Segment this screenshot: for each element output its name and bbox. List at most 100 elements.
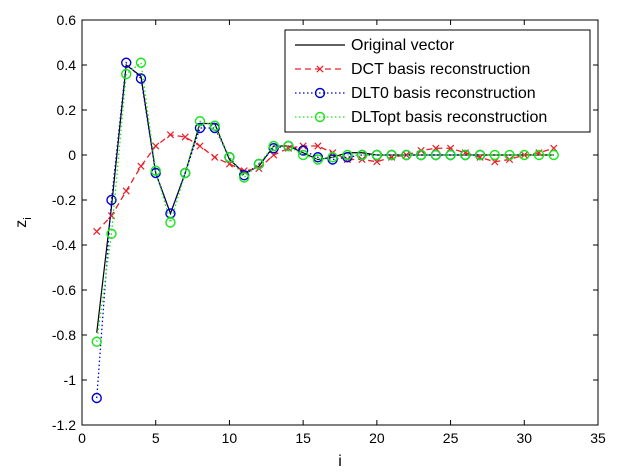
data-point — [224, 152, 235, 163]
data-point — [238, 172, 250, 183]
data-point — [415, 149, 427, 161]
x-axis-label: i — [338, 453, 342, 468]
legend-label: DLT0 basis reconstruction — [351, 85, 536, 102]
data-point — [165, 217, 176, 228]
data-point — [121, 57, 132, 68]
data-point — [268, 140, 279, 152]
x-tick-label: 15 — [295, 430, 311, 446]
data-point — [211, 153, 219, 161]
y-tick-label: 0 — [68, 147, 76, 163]
data-point — [150, 165, 161, 176]
legend-label: Original vector — [351, 37, 455, 54]
series-layer — [91, 57, 559, 404]
y-axis-label: zi — [13, 217, 34, 227]
y-tick-label: -0.6 — [52, 282, 76, 298]
data-point — [152, 142, 160, 150]
data-point-stroke-b — [211, 153, 219, 161]
ticks-layer: 0 5 10 15 20 25 30 35 -1.2 -1 -0.8 -0.6 -0.4 -0.2 0 0.2… — [52, 12, 606, 446]
data-point — [91, 392, 102, 404]
legend-label: DLTopt basis reconstruction — [351, 109, 547, 126]
data-point — [135, 73, 147, 84]
data-point — [314, 142, 322, 150]
x-tick-label: 20 — [369, 430, 385, 446]
data-point — [533, 149, 545, 161]
data-point-stroke-b — [314, 142, 322, 150]
x-tick-label: 35 — [590, 430, 606, 446]
data-point-stroke-b — [152, 142, 160, 150]
data-point-stroke-b — [196, 142, 204, 150]
data-point — [519, 149, 530, 161]
data-point — [194, 122, 206, 134]
y-tick-label: 0.2 — [57, 102, 77, 118]
data-point — [297, 149, 309, 161]
data-point — [504, 149, 515, 161]
data-point — [135, 57, 147, 68]
data-point — [402, 151, 410, 159]
data-point-stroke-b — [122, 187, 130, 195]
y-tick-label: -0.2 — [52, 192, 76, 208]
data-point — [106, 194, 117, 206]
data-point — [283, 140, 294, 152]
x-tick-label: 30 — [516, 430, 532, 446]
legend-items: Original vector DCT basis reconstruction D… — [295, 37, 547, 126]
data-point — [194, 116, 206, 127]
data-point — [312, 154, 324, 165]
data-point — [121, 68, 132, 80]
legend-marker-stroke-b — [316, 65, 324, 73]
y-axis-label-subscript: i — [22, 217, 34, 219]
plot-frame — [81, 19, 599, 426]
data-point — [166, 131, 175, 139]
legend-item: Original vector — [295, 37, 455, 54]
legend: Original vector DCT basis reconstruction D… — [284, 29, 591, 133]
legend-box — [284, 29, 591, 133]
data-point — [342, 149, 353, 161]
legend-marker — [314, 87, 326, 99]
legend-item: DLTopt basis reconstruction — [295, 109, 547, 126]
data-point — [297, 145, 309, 156]
data-point — [356, 149, 368, 161]
series-3 — [91, 57, 559, 347]
x-tick-label: 0 — [78, 430, 86, 446]
legend-item: DLT0 basis reconstruction — [295, 85, 536, 102]
data-point — [209, 120, 220, 131]
data-point — [196, 142, 204, 150]
data-point — [122, 187, 130, 195]
legend-marker — [314, 111, 326, 123]
data-point-stroke-b — [137, 162, 145, 170]
data-point — [445, 149, 456, 161]
y-tick-label: 0.4 — [57, 57, 77, 73]
data-point — [489, 149, 500, 161]
y-tick-label: -0.4 — [52, 237, 76, 253]
y-tick-label: -1.2 — [52, 417, 76, 433]
data-point-stroke-b — [181, 133, 189, 141]
data-point — [106, 228, 117, 239]
y-axis-label-main: z — [13, 220, 30, 228]
data-point — [137, 162, 145, 170]
data-point — [371, 149, 383, 161]
legend-item: DCT basis reconstruction — [295, 61, 530, 78]
data-point — [327, 152, 338, 163]
x-tick-label: 10 — [222, 430, 238, 446]
data-point — [179, 167, 191, 179]
data-point-stroke-b — [166, 131, 175, 139]
data-point — [93, 227, 101, 236]
data-point — [386, 149, 397, 161]
x-tick-label: 5 — [152, 430, 160, 446]
data-point — [91, 336, 102, 347]
data-point — [474, 149, 486, 161]
data-point-stroke-b — [402, 151, 410, 159]
series-line — [96, 134, 554, 232]
data-point — [548, 149, 559, 161]
legend-label: DCT basis reconstruction — [351, 61, 530, 78]
legend-marker — [316, 65, 324, 73]
x-tick-label: 25 — [443, 430, 459, 446]
y-tick-label: 0.6 — [57, 12, 77, 28]
data-point — [430, 149, 442, 161]
data-point — [253, 158, 265, 170]
data-point — [401, 149, 412, 161]
data-point-stroke-b — [93, 227, 101, 236]
data-point — [181, 133, 189, 141]
y-tick-label: -0.8 — [52, 327, 76, 343]
